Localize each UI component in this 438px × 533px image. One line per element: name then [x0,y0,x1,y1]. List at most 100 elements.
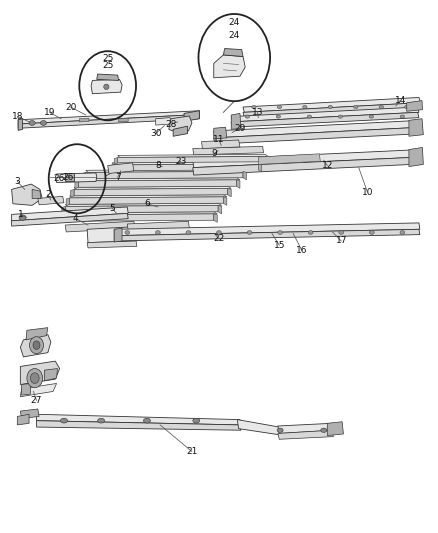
Polygon shape [70,195,227,198]
Polygon shape [258,154,320,165]
Polygon shape [74,186,231,189]
Polygon shape [218,205,222,214]
Text: 15: 15 [273,241,285,250]
Polygon shape [78,180,237,187]
Polygon shape [265,157,268,164]
Polygon shape [118,155,268,158]
Polygon shape [243,98,421,112]
Polygon shape [61,212,217,215]
Polygon shape [65,205,218,213]
Polygon shape [57,215,61,223]
Polygon shape [87,227,147,243]
Polygon shape [44,368,57,381]
Text: 30: 30 [150,129,162,138]
Ellipse shape [29,120,35,125]
Polygon shape [36,414,241,425]
Polygon shape [61,214,214,221]
Ellipse shape [193,418,200,423]
Ellipse shape [400,231,405,235]
Polygon shape [193,157,422,175]
Circle shape [33,341,40,350]
Ellipse shape [338,115,343,118]
Text: 16: 16 [296,246,308,255]
Polygon shape [109,165,112,172]
Polygon shape [237,419,281,435]
Polygon shape [20,335,51,357]
Text: 1: 1 [18,210,23,219]
Text: 4: 4 [73,214,78,223]
Polygon shape [237,180,240,188]
Polygon shape [169,116,192,134]
Text: 19: 19 [44,108,55,117]
Polygon shape [114,229,420,241]
Text: 6: 6 [144,199,150,208]
Polygon shape [32,189,41,198]
Polygon shape [79,118,89,122]
Polygon shape [243,103,421,118]
Polygon shape [201,140,240,149]
Text: 14: 14 [395,96,406,105]
Polygon shape [86,171,243,179]
Polygon shape [118,157,265,163]
Polygon shape [409,119,424,136]
Ellipse shape [339,231,344,235]
Polygon shape [36,421,241,430]
Text: 24: 24 [229,18,240,27]
Polygon shape [65,221,135,232]
Text: 25: 25 [102,61,113,70]
Polygon shape [173,126,187,136]
Polygon shape [74,188,228,196]
Polygon shape [214,127,422,144]
Polygon shape [407,101,423,111]
Ellipse shape [307,115,311,118]
Polygon shape [20,383,57,397]
Text: 28: 28 [165,119,177,128]
Polygon shape [114,223,420,236]
Polygon shape [97,74,119,80]
Ellipse shape [247,231,252,235]
Text: 24: 24 [229,31,240,40]
Polygon shape [82,172,86,180]
Polygon shape [65,203,222,206]
Polygon shape [231,114,241,130]
Polygon shape [20,409,39,418]
Polygon shape [278,423,333,433]
Ellipse shape [369,231,374,235]
Text: 18: 18 [12,112,24,121]
Polygon shape [214,55,245,78]
Polygon shape [214,127,227,139]
Polygon shape [26,328,48,340]
Polygon shape [65,173,74,181]
Ellipse shape [217,231,221,235]
Polygon shape [71,189,74,197]
Text: 8: 8 [156,161,162,170]
Text: 21: 21 [186,447,198,456]
Text: 5: 5 [109,204,115,213]
Text: 26: 26 [63,173,74,182]
Text: 29: 29 [234,124,246,133]
Polygon shape [12,207,128,221]
Ellipse shape [278,231,283,235]
Polygon shape [409,148,424,166]
Ellipse shape [353,106,358,109]
Polygon shape [55,173,97,182]
Polygon shape [258,164,262,172]
Ellipse shape [321,428,327,432]
Polygon shape [91,79,122,94]
Ellipse shape [125,231,130,235]
Text: 10: 10 [362,188,373,197]
Ellipse shape [303,106,307,109]
Polygon shape [70,197,223,204]
Ellipse shape [277,106,282,109]
Polygon shape [214,214,217,222]
Ellipse shape [252,106,256,109]
Text: 26: 26 [53,174,65,183]
Polygon shape [214,120,422,138]
Ellipse shape [60,418,67,423]
Text: 11: 11 [213,135,225,144]
Polygon shape [18,119,22,131]
Polygon shape [17,414,29,425]
Polygon shape [278,430,333,439]
Ellipse shape [19,215,26,220]
Ellipse shape [277,428,283,432]
